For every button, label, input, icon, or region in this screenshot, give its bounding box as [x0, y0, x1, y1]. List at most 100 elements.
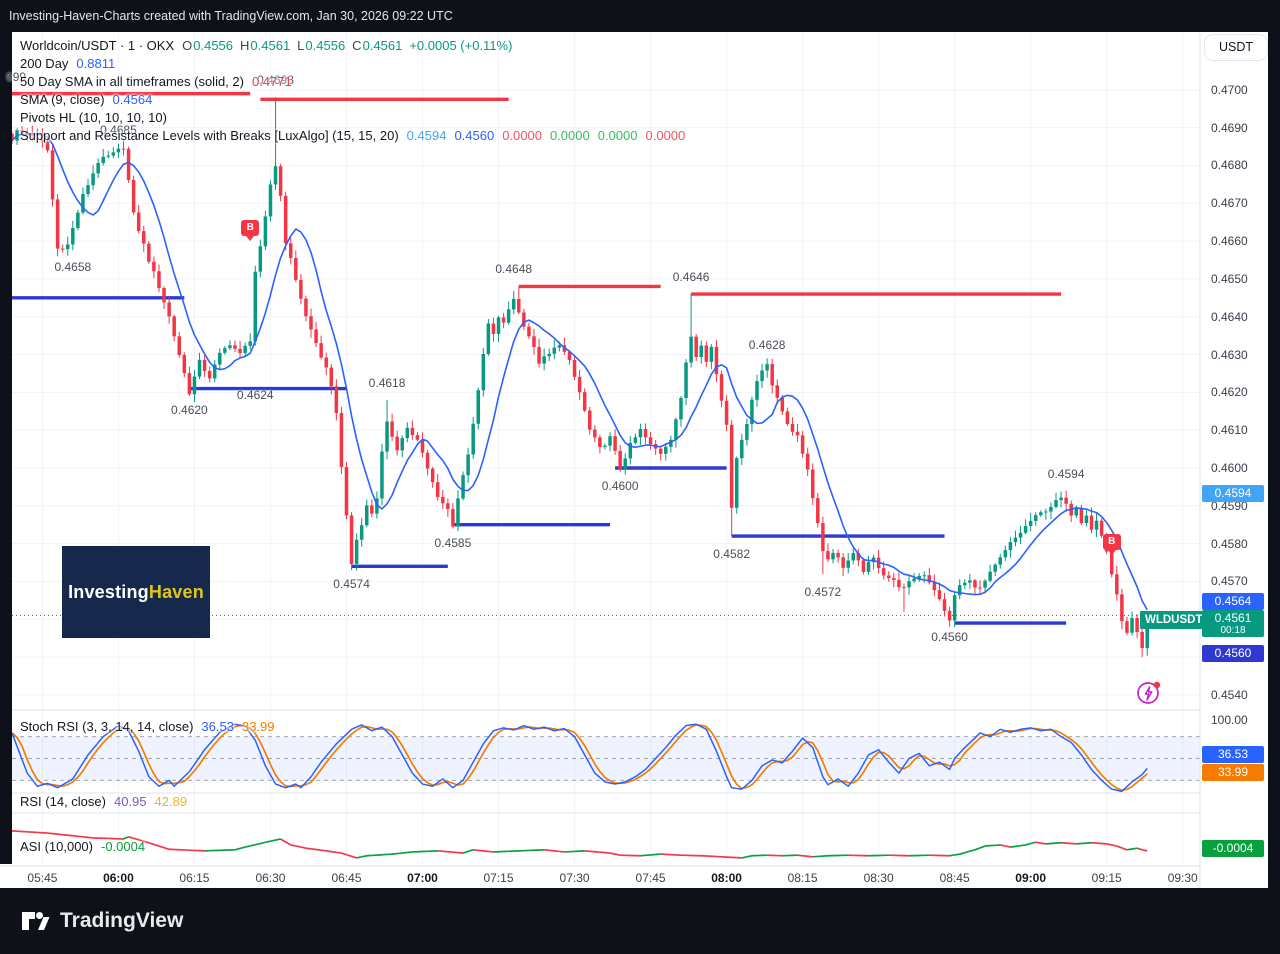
price-axis-tick[interactable]: 0.4670 [1211, 196, 1248, 211]
time-axis-tick[interactable]: 06:45 [331, 871, 362, 885]
candle-body [988, 571, 992, 581]
time-axis-tick[interactable]: 08:30 [863, 871, 894, 885]
time-axis-tick[interactable]: 07:00 [407, 871, 438, 885]
candle-body [456, 498, 460, 527]
candle-body [963, 582, 967, 586]
price-axis-tick[interactable]: 0.4570 [1211, 574, 1248, 589]
price-axis-tick[interactable]: 0.4650 [1211, 271, 1248, 286]
candle-body [299, 279, 303, 299]
price-axis-tick[interactable]: 0.4690 [1211, 120, 1248, 135]
price-axis-tick[interactable]: 0.4600 [1211, 460, 1248, 475]
time-axis-tick[interactable]: 08:45 [939, 871, 970, 885]
legend-value: 0.4561 [362, 38, 403, 53]
price-axis-tick[interactable]: 0.4700 [1211, 82, 1248, 97]
candle-body [511, 298, 516, 310]
time-axis-tick[interactable]: 06:30 [255, 871, 286, 885]
time-axis-tick[interactable]: 07:45 [635, 871, 666, 885]
candle-body [1039, 512, 1043, 516]
candle-body [481, 353, 486, 391]
candle-body [724, 400, 729, 425]
asi-line-seg [153, 843, 160, 847]
time-axis-tick[interactable]: 09:15 [1091, 871, 1122, 885]
candle-body [770, 364, 774, 386]
asi-line-seg [1131, 847, 1138, 850]
candle-body [1135, 617, 1139, 632]
candle-body [410, 427, 415, 436]
candle-body [344, 467, 349, 516]
price-axis-tick[interactable]: 0.4620 [1211, 385, 1248, 400]
stoch-axis-tick[interactable]: 100.00 [1211, 713, 1248, 727]
asi-line-seg [336, 851, 342, 854]
time-axis-tick[interactable]: 07:30 [559, 871, 590, 885]
price-axis-tick[interactable]: 0.4590 [1211, 498, 1248, 513]
axis-badge-0.4561: 0.4561 00:18 [1202, 610, 1264, 637]
asi-line-seg [959, 851, 966, 855]
candle-body [1008, 542, 1013, 551]
candle-body [937, 590, 942, 600]
candle-body [537, 347, 541, 364]
legend-value: 0.4556 [193, 38, 234, 53]
candle-body [628, 442, 633, 459]
price-axis-tick[interactable]: 0.4640 [1211, 309, 1248, 324]
price-axis-tick[interactable]: 0.4630 [1211, 347, 1248, 362]
chart-background [0, 32, 1268, 888]
rsi-legend[interactable]: RSI (14, close) 40.95 42.89 [20, 794, 187, 812]
time-axis-tick[interactable]: 07:15 [483, 871, 514, 885]
price-axis-tick[interactable]: 0.4580 [1211, 536, 1248, 551]
candle-body [405, 427, 410, 439]
candle-body [1140, 631, 1144, 649]
legend-label: RSI (14, close) [20, 794, 106, 809]
candle-body [86, 185, 90, 195]
candle-body [471, 423, 475, 455]
candle-body [1115, 574, 1119, 595]
candle-body [522, 312, 526, 327]
legend-value: 0.0000 [549, 128, 590, 143]
asi-legend[interactable]: ASI (10,000) -0.0004 [20, 839, 145, 857]
tradingview-logo-icon[interactable] [20, 906, 50, 936]
candle-body [395, 436, 399, 451]
flash-ideas-icon[interactable] [1135, 679, 1163, 712]
candle-body [101, 156, 105, 163]
asi-line-seg [1005, 845, 1011, 848]
asi-line-seg [549, 849, 555, 852]
time-axis-tick[interactable]: 06:00 [103, 871, 134, 885]
candle-body [892, 578, 896, 580]
candle-body [831, 552, 835, 560]
asi-line-seg [295, 845, 302, 848]
time-axis-tick[interactable]: 08:00 [711, 871, 742, 885]
price-axis-tick[interactable]: 0.4660 [1211, 234, 1248, 249]
time-axis-tick[interactable]: 09:30 [1167, 871, 1198, 885]
currency-toggle-button[interactable]: USDT [1204, 34, 1268, 61]
candle-body [1059, 497, 1063, 501]
stoch-rsi-legend[interactable]: Stoch RSI (3, 3, 14, 14, close) 36.53 33.9… [20, 719, 275, 737]
asi-line-seg [802, 854, 808, 858]
pivot-label-0.4620: 0.4620 [171, 403, 208, 418]
time-axis-tick[interactable]: 09:00 [1015, 871, 1046, 885]
candle-body [365, 505, 369, 526]
candle-body [258, 246, 263, 272]
time-axis-tick[interactable]: 05:45 [27, 871, 58, 885]
asi-line-seg [392, 852, 398, 855]
candle-body [745, 424, 749, 440]
legend-value: 0.4594 [406, 128, 447, 143]
asi-line-seg [285, 841, 292, 846]
candle-body [527, 326, 531, 337]
price-axis-tick[interactable]: 0.4540 [1211, 687, 1248, 702]
candle-body [294, 257, 298, 280]
candle-body [851, 553, 856, 561]
candle-body [233, 345, 237, 349]
time-axis-tick[interactable]: 06:15 [179, 871, 210, 885]
tradingview-brand-text[interactable]: TradingView [60, 909, 184, 932]
price-axis-tick[interactable]: 0.4680 [1211, 158, 1248, 173]
candle-body [446, 503, 450, 510]
legend-value: -0.0004 [101, 839, 146, 854]
candle-body [60, 248, 65, 250]
time-axis-tick[interactable]: 08:15 [787, 871, 818, 885]
candle-body [902, 587, 906, 589]
asi-line-seg [143, 840, 150, 844]
legend-value: 42.89 [154, 794, 188, 809]
candle-body [197, 359, 202, 377]
candle-body [248, 341, 252, 346]
price-axis-tick[interactable]: 0.4610 [1211, 423, 1248, 438]
